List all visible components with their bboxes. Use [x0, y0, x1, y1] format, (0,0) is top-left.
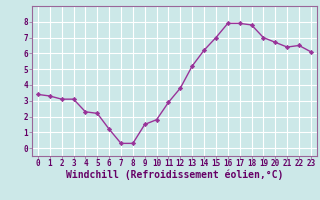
X-axis label: Windchill (Refroidissement éolien,°C): Windchill (Refroidissement éolien,°C)	[66, 169, 283, 180]
